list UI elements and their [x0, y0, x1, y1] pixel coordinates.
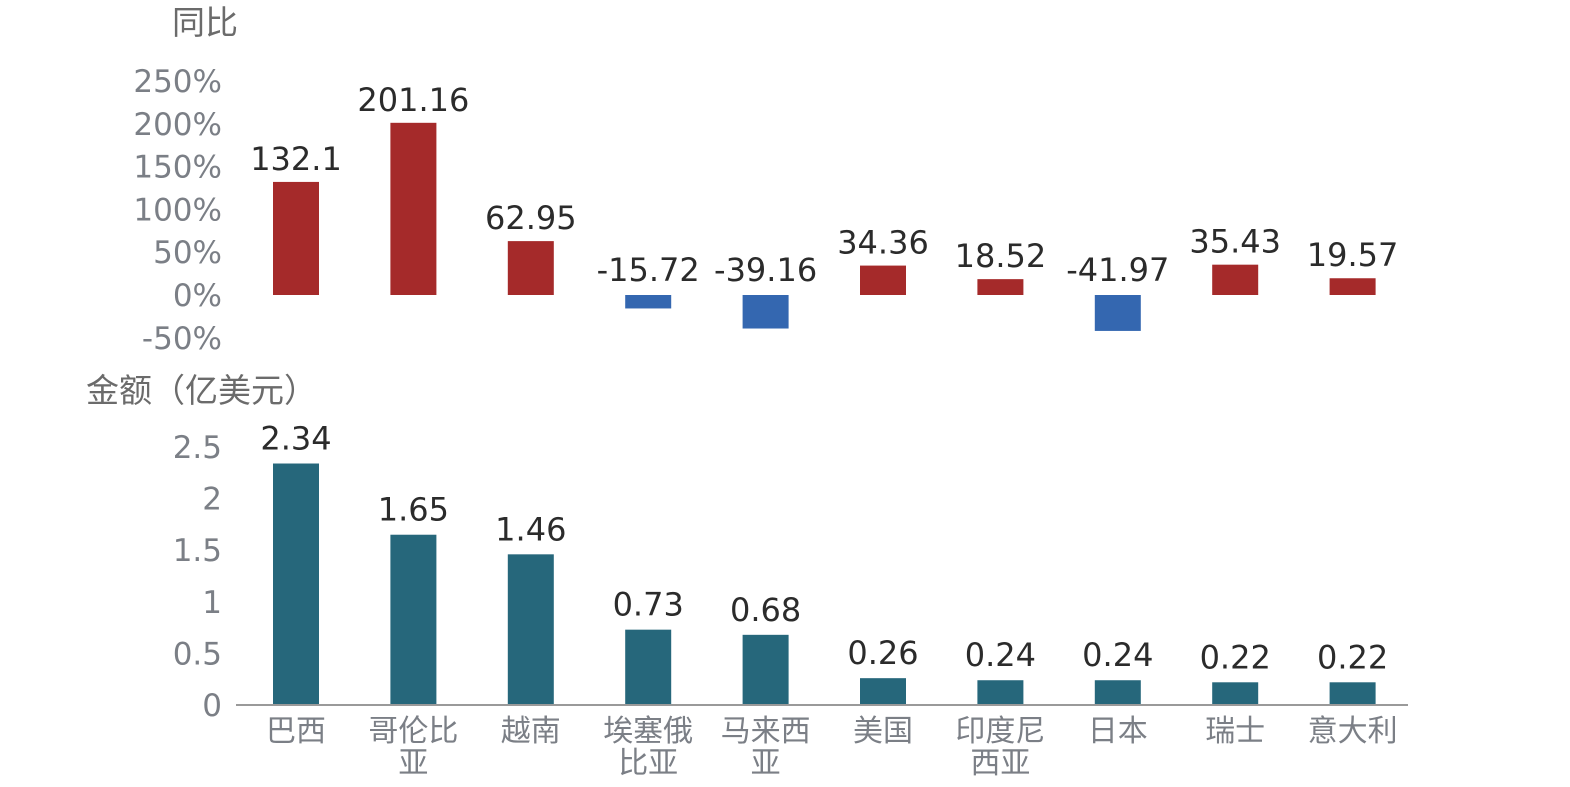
amount-bar [507, 554, 554, 705]
yoy-y-tick-label: 200% [133, 107, 222, 143]
amount-bar [860, 678, 906, 705]
amount-y-tick-label: 1.5 [173, 533, 222, 569]
amount-data-label: 0.22 [1200, 638, 1271, 676]
amount-data-label: 0.24 [1082, 636, 1153, 674]
yoy-y-tick-label: 250% [133, 64, 222, 100]
amount-data-label: 0.26 [847, 634, 918, 672]
yoy-data-label: 62.95 [485, 199, 577, 237]
yoy-data-label: -41.97 [1066, 251, 1169, 289]
amount-bar [390, 534, 437, 705]
yoy-data-label: 35.43 [1189, 223, 1281, 261]
amount-data-label: 0.73 [613, 586, 684, 624]
category-label: 哥伦比亚 [368, 714, 458, 781]
yoy-data-label: 132.1 [250, 140, 342, 178]
yoy-data-label: 34.36 [837, 224, 929, 262]
yoy-data-label: 201.16 [357, 81, 469, 119]
amount-bar [742, 634, 789, 705]
amount-axis-title: 金额（亿美元） [86, 371, 317, 410]
yoy-y-tick-label: 100% [133, 192, 222, 228]
amount-data-labels: 2.34 1.65 1.46 0.73 0.68 0.26 0.24 0.24 0.22 0.22 [260, 420, 1388, 677]
yoy-y-ticks: 250% 200% 150% 100% 50% 0% -50% [133, 64, 222, 357]
yoy-axis-title: 同比 [172, 3, 238, 42]
yoy-bars [273, 122, 1376, 331]
amount-bars [273, 463, 1376, 705]
amount-bar [1212, 682, 1259, 705]
yoy-y-tick-label: 50% [153, 235, 222, 271]
amount-bar [977, 680, 1024, 705]
yoy-bar [860, 265, 906, 295]
amount-data-label: 0.68 [730, 591, 801, 629]
yoy-bar [390, 122, 437, 295]
amount-bar [273, 463, 319, 705]
yoy-data-labels: 132.1 201.16 62.95 -15.72 -39.16 34.36 18.52 -4… [250, 81, 1398, 289]
category-label: 瑞士 [1205, 714, 1265, 749]
category-label-line: 印度尼 [955, 714, 1045, 749]
category-label: 日本 [1088, 714, 1148, 749]
category-label-line: 意大利 [1308, 714, 1398, 749]
category-label-line: 瑞士 [1205, 714, 1265, 749]
category-label: 巴西 [266, 714, 326, 749]
category-label: 马来西亚 [721, 714, 811, 781]
category-label-line: 比亚 [618, 746, 678, 781]
yoy-y-tick-label: -50% [142, 321, 222, 357]
yoy-data-label: -39.16 [714, 251, 817, 289]
category-label: 美国 [853, 714, 913, 749]
yoy-bar [977, 279, 1024, 295]
amount-panel: 金额（亿美元） 2.5 2 1.5 1 0.5 0 2.34 1.65 1.46 0.73 0.6… [86, 371, 1408, 781]
category-label-line: 亚 [751, 746, 781, 781]
yoy-bar [1329, 278, 1376, 295]
amount-y-tick-label: 2 [202, 482, 222, 518]
yoy-bar [1094, 295, 1141, 331]
amount-data-label: 0.22 [1317, 638, 1388, 676]
category-label-line: 埃塞俄 [603, 714, 693, 749]
yoy-bar [625, 295, 672, 309]
amount-bar [1329, 682, 1376, 705]
amount-y-ticks: 2.5 2 1.5 1 0.5 0 [173, 430, 222, 724]
amount-y-tick-label: 0 [202, 688, 222, 724]
yoy-y-tick-label: 0% [173, 278, 222, 314]
amount-data-label: 1.46 [495, 510, 566, 548]
yoy-data-label: 18.52 [955, 237, 1047, 275]
category-label-line: 亚 [398, 746, 428, 781]
amount-y-tick-label: 2.5 [173, 430, 222, 466]
amount-bar [625, 629, 672, 705]
category-label-line: 马来西 [721, 714, 811, 749]
yoy-y-tick-label: 150% [133, 150, 222, 186]
category-label-line: 越南 [501, 714, 561, 749]
category-label: 印度尼西亚 [955, 714, 1045, 781]
amount-data-label: 2.34 [260, 420, 331, 458]
category-label: 越南 [501, 714, 561, 749]
amount-y-tick-label: 0.5 [173, 636, 222, 672]
yoy-bar [507, 241, 554, 295]
amount-data-label: 1.65 [378, 491, 449, 529]
yoy-bar [1212, 264, 1259, 295]
category-label-line: 西亚 [970, 746, 1030, 781]
yoy-bar [273, 181, 319, 295]
yoy-bar [742, 295, 789, 329]
amount-data-label: 0.24 [965, 636, 1036, 674]
category-label-line: 日本 [1088, 714, 1148, 749]
yoy-data-label: 19.57 [1307, 236, 1399, 274]
category-label: 意大利 [1308, 714, 1398, 749]
amount-bar [1094, 680, 1141, 705]
yoy-data-label: -15.72 [597, 251, 700, 289]
category-label: 埃塞俄比亚 [603, 714, 693, 781]
category-label-line: 美国 [853, 714, 913, 749]
amount-y-tick-label: 1 [202, 585, 222, 621]
category-label-line: 哥伦比 [368, 714, 458, 749]
category-label-line: 巴西 [266, 714, 326, 749]
yoy-panel: 同比 250% 200% 150% 100% 50% 0% -50% 132.1 201.16… [133, 3, 1398, 357]
